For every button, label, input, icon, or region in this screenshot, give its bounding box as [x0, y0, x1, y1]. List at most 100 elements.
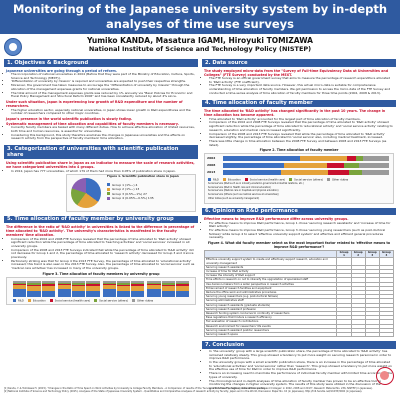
table-header-cell: Group 1	[336, 249, 352, 259]
table-cell: Effective university support system to c…	[203, 257, 338, 266]
bar-row-label: 2002	[207, 156, 216, 161]
bar-segment	[57, 289, 71, 297]
bullet: Comparison of the 2002 and 2008 FTE Surv…	[11, 237, 196, 249]
bar-segment	[161, 280, 175, 284]
pie-chart	[71, 177, 101, 208]
section-heading: 6. Opinion on R&D performance	[202, 207, 396, 216]
bar-segment	[175, 284, 189, 287]
bullet: The incorporation of national universiti…	[11, 72, 196, 80]
bullet: In 'the university' group with a large s…	[209, 349, 394, 361]
bar-segment	[57, 283, 71, 284]
bar-segment	[13, 280, 27, 284]
bar-segment	[102, 283, 116, 285]
stacked-bar	[147, 280, 161, 297]
bar-segment	[27, 290, 41, 297]
table-header-cell: Group 4	[378, 249, 395, 259]
table-row: Enhancement of research facilities and e…	[203, 285, 395, 292]
legend-item: Social service (health care)	[244, 178, 285, 182]
legend-note: Social service (R&D in Health care and c…	[208, 185, 271, 189]
bar-segment	[86, 290, 100, 297]
bullet: The FTE Survey is a very important data …	[209, 84, 394, 95]
subheading: Under such situation, Japan is experienc…	[6, 100, 183, 109]
bar-row: 2008	[207, 163, 391, 169]
bar-group	[13, 280, 55, 297]
subheading: Using scientific publication share in Ja…	[6, 161, 195, 170]
table-cell	[350, 257, 366, 266]
bar-segment	[362, 170, 389, 176]
table-cell	[378, 257, 395, 266]
legend-item: Social service (others)	[94, 298, 128, 303]
subheading: Japan's presence in the world scientific…	[6, 116, 133, 121]
bar-group	[102, 280, 145, 297]
stacked-bar	[86, 280, 100, 297]
legend-item: Group 2 (1%~) 13	[107, 187, 154, 192]
right-column: 2. Data source The study employed micro-…	[202, 59, 396, 395]
institute-logo	[4, 38, 22, 56]
stacked-bar	[57, 280, 71, 297]
table-header-cell	[203, 249, 338, 259]
table-row: Securing research space	[203, 331, 395, 338]
bar-segment	[41, 280, 55, 284]
bullet: The higher education sector, especially …	[11, 108, 196, 116]
subheading: The study employed micro-data from the "…	[204, 68, 389, 77]
bullet: Time allocated to 'R&D activity' account…	[209, 117, 394, 122]
legend-label: Social service (health care)	[54, 299, 91, 303]
bar-segment	[27, 280, 41, 284]
table-cell	[364, 331, 380, 338]
legend-item: R&D	[208, 178, 219, 182]
legend-item: Social service (health care)	[49, 298, 91, 303]
section-heading: 7. Conclusion	[202, 341, 396, 349]
legend-item: Group 1 (1%~) 4	[107, 183, 154, 188]
bar-segment	[131, 284, 145, 287]
stacked-bar	[13, 280, 27, 297]
bar-segment	[147, 284, 161, 290]
stacked-bar	[131, 280, 145, 297]
table-header-cell: Group 3	[364, 249, 380, 259]
section-categorization: 3. Categorization of universities with s…	[4, 145, 198, 213]
bullet: The chronological and in-depth analyses …	[209, 379, 394, 391]
table-row: Effective university support system to c…	[203, 257, 395, 266]
bar-segment	[13, 284, 27, 290]
bar-segment	[326, 163, 345, 169]
bar-segment	[27, 283, 41, 285]
bullet: 'Differentiation of university by missio…	[11, 80, 196, 84]
legend-item: Social service (others)	[289, 178, 323, 182]
legend-item: R&D	[13, 298, 24, 303]
bar-group	[57, 280, 100, 297]
reference-1: [1] Kanda, Y. & Tomizawa H. (2015). "Cha…	[4, 387, 373, 390]
stacked-bar	[27, 280, 41, 297]
table-cell	[336, 331, 352, 338]
bar-segment	[131, 283, 145, 285]
legend-label: Social service (others)	[99, 299, 128, 303]
bar-group	[147, 280, 189, 297]
bar-segment	[161, 283, 175, 285]
bar-segment	[41, 283, 55, 285]
references: [1] Kanda, Y. & Tomizawa H. (2015). "Cha…	[4, 387, 396, 393]
stacked-bar	[116, 280, 130, 297]
legend-label: R&D	[18, 299, 24, 303]
legend-swatch	[222, 178, 226, 182]
legend-swatch	[13, 298, 16, 302]
bar-segment	[223, 156, 301, 162]
bar-segment	[102, 289, 116, 297]
poster-title-line-1: Monitoring of the Japanese university sy…	[12, 2, 388, 16]
bullet: Moreover, the government has taken measu…	[11, 84, 196, 91]
nistep-seal-icon	[376, 367, 394, 385]
table-cell	[378, 331, 395, 338]
bar-segment	[86, 280, 100, 284]
legend-item: Other duties	[326, 178, 348, 182]
stacked-bar	[161, 280, 175, 297]
figure-caption: Figure 4. What did faculty member select…	[207, 240, 391, 249]
bar-segment	[116, 284, 130, 287]
bar-segment	[161, 284, 175, 287]
legend-note: Social service (Medical care in hospital…	[208, 189, 279, 193]
section-time-allocation: 4. Time allocation of faculty member The…	[202, 99, 396, 205]
bar-row: 2013	[207, 170, 391, 176]
bar-segment	[27, 286, 41, 291]
bar-row-label: 2008	[207, 163, 216, 168]
bullet: In the university groups with a small sc…	[209, 360, 394, 372]
section-heading: 2. Data source	[202, 59, 396, 67]
bar-segment	[13, 283, 27, 284]
bullet: For effective means to improve R&D perfo…	[209, 221, 394, 229]
